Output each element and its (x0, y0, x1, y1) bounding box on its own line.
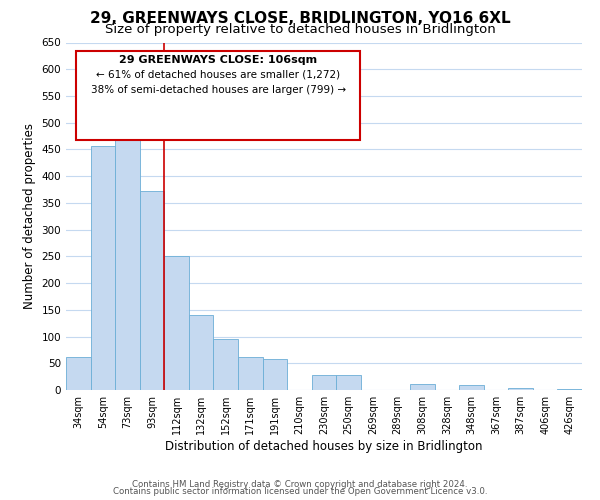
Y-axis label: Number of detached properties: Number of detached properties (23, 123, 36, 309)
Bar (410, 384, 434, 390)
Bar (189, 315, 214, 390)
FancyBboxPatch shape (76, 51, 360, 140)
Bar (459, 384, 484, 390)
Bar (557, 389, 582, 390)
Text: Size of property relative to detached houses in Bridlington: Size of property relative to detached ho… (104, 22, 496, 36)
Text: Contains public sector information licensed under the Open Government Licence v3: Contains public sector information licen… (113, 487, 487, 496)
Text: 38% of semi-detached houses are larger (799) →: 38% of semi-detached houses are larger (… (91, 85, 346, 95)
Bar (91, 146, 115, 390)
Bar (66, 357, 91, 390)
Text: 29, GREENWAYS CLOSE, BRIDLINGTON, YO16 6XL: 29, GREENWAYS CLOSE, BRIDLINGTON, YO16 6… (89, 11, 511, 26)
Bar (214, 339, 238, 390)
Bar (508, 388, 533, 390)
Text: Contains HM Land Registry data © Crown copyright and database right 2024.: Contains HM Land Registry data © Crown c… (132, 480, 468, 489)
Text: 29 GREENWAYS CLOSE: 106sqm: 29 GREENWAYS CLOSE: 106sqm (119, 54, 317, 64)
Text: ← 61% of detached houses are smaller (1,272): ← 61% of detached houses are smaller (1,… (96, 70, 340, 80)
Bar (115, 112, 140, 390)
Bar (336, 375, 361, 390)
Bar (164, 256, 189, 390)
Bar (140, 191, 164, 390)
X-axis label: Distribution of detached houses by size in Bridlington: Distribution of detached houses by size … (165, 440, 483, 453)
Bar (263, 359, 287, 390)
Bar (238, 357, 263, 390)
Bar (312, 375, 336, 390)
